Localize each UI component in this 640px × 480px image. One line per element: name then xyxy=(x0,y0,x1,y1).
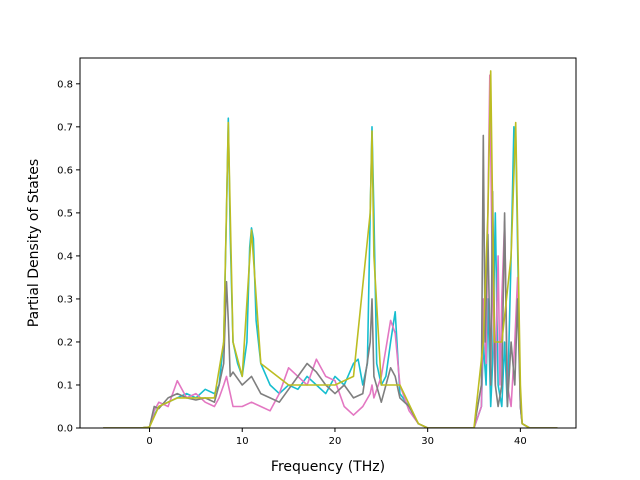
y-tick-label: 0.4 xyxy=(57,251,73,262)
series-layer xyxy=(103,70,558,428)
y-tick-label: 0.3 xyxy=(57,294,73,305)
ticks-layer: 0 10 20 30 40 0.0 0.1 0.2 0.3 0.4 0.5 0.6 0.7 0.8 xyxy=(57,79,527,447)
y-tick-label: 0.2 xyxy=(57,337,73,348)
x-axis-label: Frequency (THz) xyxy=(271,459,385,475)
y-axis-label: Partial Density of States xyxy=(26,159,42,327)
x-tick-label: 20 xyxy=(329,436,342,447)
y-tick-label: 0.7 xyxy=(57,122,73,133)
series-line-3 xyxy=(103,134,558,428)
x-tick-label: 0 xyxy=(146,436,152,447)
series-line-2 xyxy=(103,74,558,428)
x-tick-label: 10 xyxy=(236,436,249,447)
x-tick-label: 30 xyxy=(421,436,434,447)
x-tick-label: 40 xyxy=(514,436,527,447)
axes-frame xyxy=(79,57,577,429)
series-line-4 xyxy=(103,70,558,428)
y-tick-label: 0.0 xyxy=(57,424,73,435)
y-tick-label: 0.1 xyxy=(57,380,73,391)
y-tick-label: 0.5 xyxy=(57,208,73,219)
y-tick-label: 0.6 xyxy=(57,165,73,176)
y-tick-label: 0.8 xyxy=(57,79,73,90)
